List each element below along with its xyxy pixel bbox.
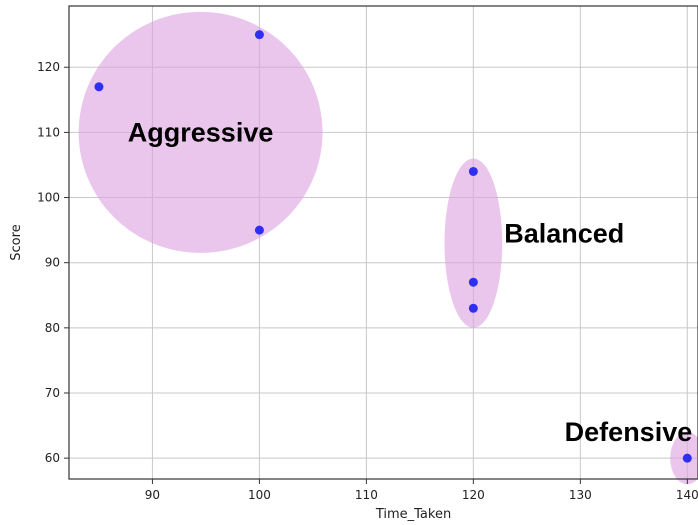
- cluster-region-balanced: [444, 158, 503, 328]
- data-point: [94, 82, 104, 92]
- data-points: [94, 30, 692, 463]
- y-tick-label: 110: [37, 125, 60, 139]
- plot-frame: [68, 5, 698, 480]
- cluster-label-balanced: Balanced: [504, 218, 624, 248]
- y-tick-label: 70: [45, 386, 60, 400]
- data-point: [468, 277, 478, 287]
- cluster-label-aggressive: Aggressive: [128, 117, 274, 147]
- y-tick-label: 90: [45, 256, 60, 270]
- cluster-region-aggressive: [78, 11, 323, 253]
- x-axis-ticks: 90 100 110 120 130 140: [145, 479, 698, 502]
- y-axis-ticks: 60 70 80 90 100 110 120: [37, 60, 69, 465]
- cluster-regions: [78, 11, 698, 485]
- data-point: [468, 303, 478, 313]
- cluster-label-defensive: Defensive: [565, 417, 693, 447]
- x-tick-label: 110: [355, 488, 378, 502]
- x-axis-label: Time_Taken: [375, 507, 451, 522]
- y-tick-label: 120: [37, 60, 60, 74]
- data-point: [254, 225, 264, 235]
- x-tick-label: 140: [676, 488, 698, 502]
- x-tick-label: 100: [248, 488, 271, 502]
- y-tick-label: 80: [45, 321, 60, 335]
- y-axis-label: Score: [9, 224, 24, 260]
- cluster-labels: Aggressive Balanced Defensive: [128, 117, 692, 447]
- y-tick-label: 100: [37, 191, 60, 205]
- x-tick-label: 90: [145, 488, 160, 502]
- data-point: [254, 30, 264, 40]
- x-tick-label: 120: [462, 488, 485, 502]
- x-tick-label: 130: [569, 488, 592, 502]
- y-tick-label: 60: [45, 451, 60, 465]
- data-point: [468, 166, 478, 176]
- data-point: [682, 453, 692, 463]
